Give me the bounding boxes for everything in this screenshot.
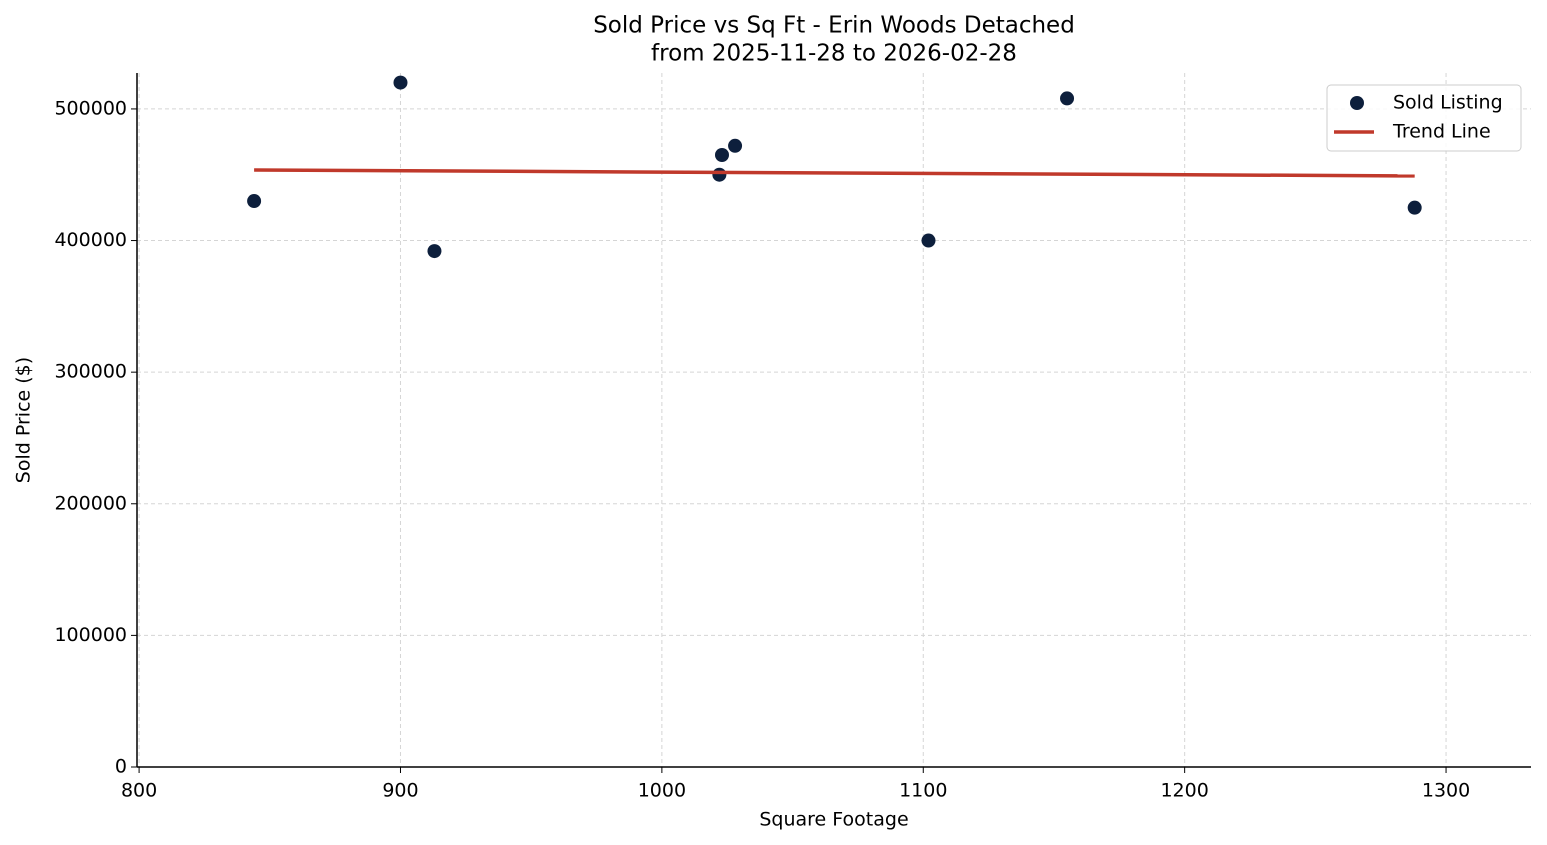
y-axis-label: Sold Price ($) [13, 357, 35, 483]
y-tick-label: 300000 [54, 361, 127, 383]
x-tick-label: 800 [121, 780, 157, 802]
point [712, 167, 727, 182]
point [393, 75, 408, 90]
x-tick-label: 900 [382, 780, 418, 802]
x-tick-label: 1000 [638, 780, 686, 802]
legend-box [1326, 84, 1522, 152]
y-tick-label: 0 [115, 756, 127, 778]
x-tick-label: 1100 [899, 780, 947, 802]
point [1060, 91, 1075, 106]
point [728, 138, 743, 153]
y-tick-label: 400000 [54, 229, 127, 251]
trend-line [254, 168, 1415, 178]
point [427, 244, 442, 259]
legend-label: Sold Listing [1393, 92, 1503, 114]
point [247, 194, 262, 209]
y-tick-label: 100000 [54, 624, 127, 646]
x-axis-label: Square Footage [759, 809, 908, 831]
point [1407, 200, 1422, 215]
legend-label: Trend Line [1392, 121, 1491, 143]
y-tick-label: 500000 [54, 97, 127, 119]
x-tick-label: 1200 [1160, 780, 1208, 802]
chart-title: Sold Price vs Sq Ft - Erin Woods Detache… [593, 13, 1075, 39]
legend-marker [1350, 96, 1364, 110]
point [714, 147, 729, 162]
point [921, 233, 936, 248]
x-tick-label: 1300 [1422, 780, 1470, 802]
y-tick-label: 200000 [54, 492, 127, 514]
chart-subtitle: from 2025-11-28 to 2026-02-28 [651, 41, 1017, 67]
